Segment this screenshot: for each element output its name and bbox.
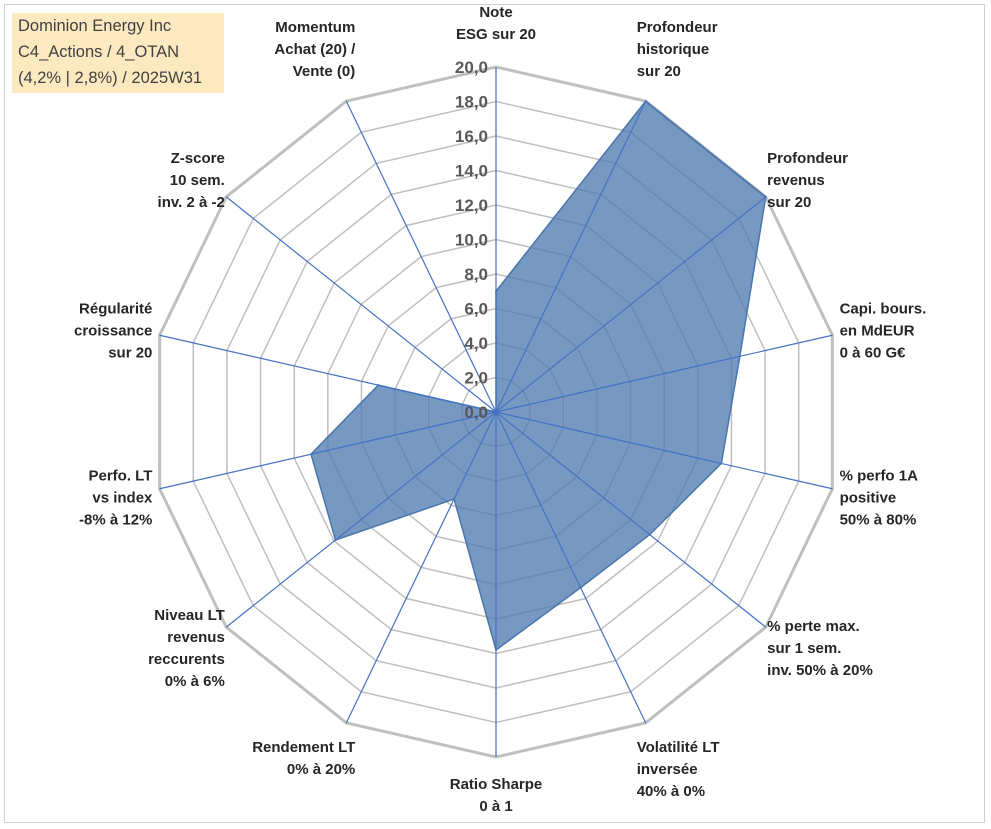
tick-label: 8,0 [464,265,488,284]
category-label: Profondeur revenus sur 20 [767,150,848,211]
category-label: Capi. bours. en MdEUR 0 à 60 G€ [840,301,927,362]
tick-label: 4,0 [464,334,488,353]
category-label: Rendement LT 0% à 20% [252,739,355,778]
category-label: Régularité croissance sur 20 [74,301,152,362]
spoke-layer [159,67,833,757]
info-box: Dominion Energy Inc C4_Actions / 4_OTAN … [12,13,224,93]
info-line-company: Dominion Energy Inc [18,17,172,35]
tick-label: 2,0 [464,369,488,388]
tick-label: 16,0 [455,127,488,146]
axis-spoke [495,411,767,628]
category-label: % perfo 1A positive 50% à 80% [840,467,919,528]
axis-spoke [159,334,497,413]
axis-spoke [495,411,647,724]
category-label: Perfo. LT vs index -8% à 12% [79,467,153,528]
category-label: Niveau LT revenus reccurents 0% à 6% [148,607,225,690]
axis-spoke [495,196,767,413]
tick-label: 0,0 [464,403,488,422]
axis-spoke [495,411,833,490]
axis-spoke [495,334,833,413]
category-label: Z-score 10 sem. inv. 2 à -2 [158,150,225,211]
axis-spoke [225,196,497,413]
category-label: Ratio Sharpe 0 à 1 [450,776,543,815]
axis-spoke [159,411,497,490]
tick-label-layer: 0,0 2,0 4,0 6,0 8,0 10,0 12,0 14,0 16,0 18,0 20,0 [455,58,488,422]
axis-spoke [495,100,647,413]
category-label: Note ESG sur 20 [456,4,536,43]
info-line-weights: (4,2% | 2,8%) / 2025W31 [18,69,203,87]
axis-spoke [225,411,497,628]
info-line-category: C4_Actions / 4_OTAN [18,43,180,61]
series-area [310,100,767,652]
tick-label: 18,0 [455,93,488,112]
axis-spoke [345,100,497,413]
tick-label: 10,0 [455,231,488,250]
chart-frame [4,4,985,823]
tick-label: 12,0 [455,196,488,215]
tick-label: 14,0 [455,162,488,181]
series-area-layer [310,100,767,652]
category-label: Profondeur historique sur 20 [637,19,718,80]
tick-label: 6,0 [464,300,488,319]
category-label-layer: Note ESG sur 20 Profondeur historique sur 20… [74,4,926,815]
category-label: Volatilité LT inversée 40% à 0% [637,739,720,800]
tick-label: 20,0 [455,58,488,77]
category-label: % perte max. sur 1 sem. inv. 50% à 20% [767,618,873,679]
category-label: Momentum Achat (20) / Vente (0) [274,19,356,80]
axis-spoke [345,411,497,724]
